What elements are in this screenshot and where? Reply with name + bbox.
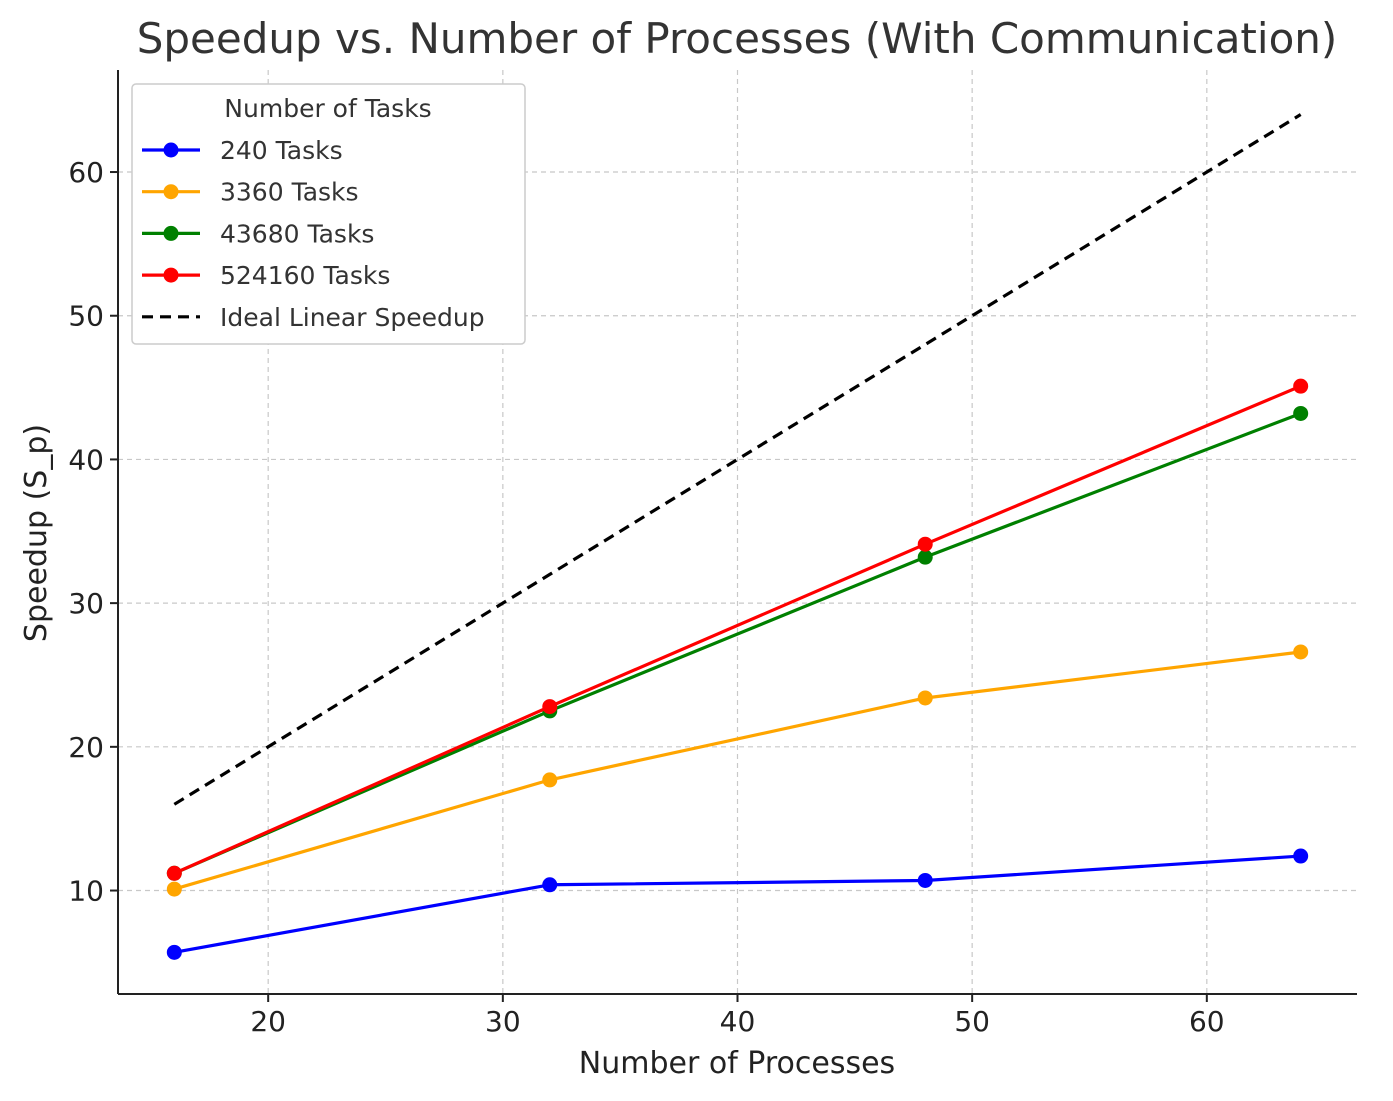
x-tick-label: 20: [250, 1005, 286, 1038]
series-1: [166, 644, 1309, 897]
y-tick-label: 20: [68, 731, 104, 764]
data-point: [917, 690, 933, 706]
series-4: [173, 113, 1302, 806]
data-point: [542, 772, 558, 788]
legend-label: 240 Tasks: [220, 136, 343, 165]
series-3: [166, 378, 1309, 881]
y-tick-label: 40: [68, 443, 104, 476]
series-line: [173, 411, 1302, 875]
series-line: [173, 113, 1302, 806]
data-point: [166, 944, 182, 960]
x-tick-label: 60: [1189, 1005, 1225, 1038]
y-tick-label: 30: [68, 587, 104, 620]
data-point: [1293, 848, 1309, 864]
series-line: [174, 854, 1301, 954]
data-point: [917, 549, 933, 565]
data-point: [1293, 644, 1309, 660]
data-point: [542, 699, 558, 715]
axes: [110, 70, 1357, 1002]
x-tick-label: 30: [485, 1005, 521, 1038]
data-point: [1293, 378, 1309, 394]
data-point: [166, 881, 182, 897]
chart-title: Speedup vs. Number of Processes (With Co…: [137, 14, 1338, 63]
legend-entry: 524160 Tasks: [142, 261, 390, 290]
y-tick-label: 10: [68, 875, 104, 908]
legend-marker: [163, 225, 179, 241]
data-point: [1293, 405, 1309, 421]
data-point: [542, 877, 558, 893]
series: [166, 113, 1309, 960]
x-tick-label: 40: [720, 1005, 756, 1038]
legend-label: 3360 Tasks: [220, 178, 359, 207]
legend-entry: 43680 Tasks: [142, 219, 374, 248]
series-line: [173, 650, 1301, 891]
y-axis-label: Speedup (S_p): [19, 424, 54, 642]
legend: Number of Tasks 240 Tasks 3360 Tasks 43680…: [131, 83, 526, 345]
series-0: [166, 848, 1309, 960]
legend-frame: [131, 83, 526, 345]
legend-marker: [163, 184, 179, 200]
tick-labels: 20 30 40 50 60 10 20 30 40 50 60: [68, 156, 1224, 1038]
x-tick-label: 50: [954, 1005, 990, 1038]
legend-label: Ideal Linear Speedup: [220, 303, 485, 332]
data-point: [917, 536, 933, 552]
legend-label: 524160 Tasks: [220, 261, 390, 290]
legend-marker: [163, 267, 179, 283]
series-line: [173, 384, 1302, 875]
y-tick-label: 50: [68, 300, 104, 333]
data-point: [166, 865, 182, 881]
legend-entry: 240 Tasks: [142, 136, 343, 165]
x-axis-label: Number of Processes: [579, 1046, 895, 1081]
legend-entry: 3360 Tasks: [142, 178, 359, 207]
legend-marker: [163, 142, 179, 158]
data-point: [917, 872, 933, 888]
legend-label: 43680 Tasks: [220, 219, 374, 248]
legend-entry: Ideal Linear Speedup: [142, 303, 485, 332]
y-tick-label: 60: [68, 156, 104, 189]
legend-title: Number of Tasks: [224, 94, 431, 123]
